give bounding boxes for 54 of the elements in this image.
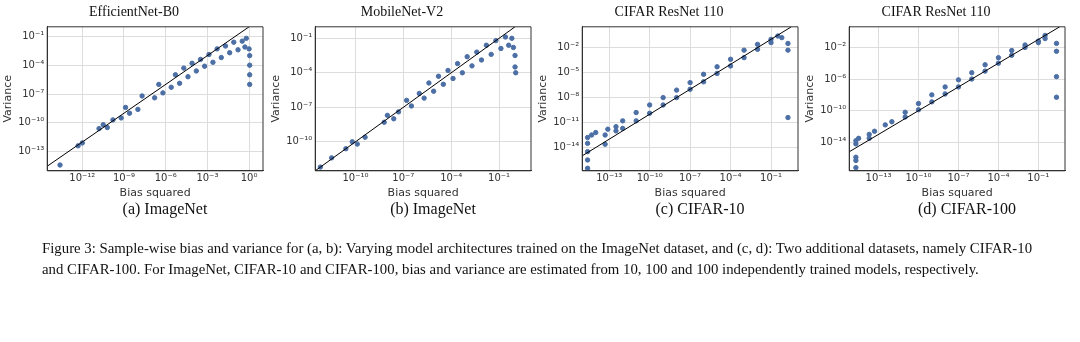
x-tick-label: 10⁻¹ — [760, 172, 783, 184]
text: (b) ImageNet — [389, 200, 477, 218]
x-tick-label: 10⁻⁴ — [440, 172, 463, 184]
y-tick-label: 10⁻⁴ — [22, 58, 45, 70]
text: (a) ImageNet — [121, 200, 209, 218]
x-axis-title: Bias squared — [387, 186, 459, 200]
chart-title: CIFAR ResNet 110 — [614, 4, 724, 20]
y-tick-label: 10⁻² — [824, 40, 847, 52]
x-tick-label: 10⁻¹³ — [596, 172, 623, 184]
text: (d) CIFAR-100 — [917, 200, 1017, 218]
y-tick-label: 10⁻¹ — [290, 31, 313, 43]
x-tick-label: 10⁻⁶ — [154, 172, 177, 184]
y-tick-label: 10⁻⁵ — [557, 66, 580, 78]
y-tick-label: 10⁻⁶ — [824, 72, 847, 84]
x-tick-label: 10⁻¹² — [69, 172, 96, 184]
y-tick-label: 10⁻¹ — [22, 29, 45, 41]
x-tick-label: 10⁻¹ — [1027, 172, 1050, 184]
y-tick-label: 10⁻² — [557, 41, 580, 53]
x-tick-label: 10⁻¹⁰ — [342, 172, 369, 184]
y-tick-label: 10⁻⁷ — [290, 100, 313, 112]
y-tick-label: 10⁻¹⁴ — [553, 141, 580, 153]
y-axis-title: Variance — [269, 74, 283, 123]
x-tick-label: 10⁻⁴ — [719, 172, 742, 184]
y-axis-title: Variance — [536, 74, 550, 123]
y-tick-label: 10⁻¹⁰ — [820, 104, 847, 116]
caption: Figure 3: Sample-wise bias and variance for (a, b): Varying model architectures trained on the ImageNet dataset, and (c, d): Two additional datasets, namely CIFAR-10 and CIFAR-100. For ImageNet, CIFAR-10 and CIFAR-100, bias and variance are estimated from 10, 100 and 100 independently trained models, respectively. — [42, 239, 1034, 279]
y-tick-label: 10⁻⁷ — [22, 87, 45, 99]
y-tick-label: 10⁻¹⁰ — [286, 135, 313, 147]
x-tick-label: 10⁻¹ — [488, 172, 511, 184]
x-tick-label: 10⁻⁷ — [679, 172, 702, 184]
y-tick-label: 10⁻¹⁴ — [820, 135, 847, 147]
y-tick-label: 10⁻⁴ — [290, 66, 313, 78]
x-tick-label: 10⁻¹⁰ — [905, 172, 932, 184]
x-axis-title: Bias squared — [654, 186, 726, 200]
x-tick-label: 10⁻⁹ — [112, 172, 135, 184]
y-axis-title: Variance — [1, 74, 15, 123]
x-tick-label: 10⁰ — [240, 172, 258, 184]
x-tick-label: 10⁻⁴ — [987, 172, 1010, 184]
x-tick-label: 10⁻¹³ — [865, 172, 892, 184]
y-tick-label: 10⁻¹³ — [18, 145, 45, 157]
chart-title: EfficientNet-B0 — [89, 4, 179, 20]
chart-title: MobileNet-V2 — [360, 4, 444, 20]
x-axis-title: Bias squared — [119, 186, 191, 200]
x-tick-label: 10⁻³ — [196, 172, 219, 184]
x-tick-label: 10⁻⁷ — [392, 172, 415, 184]
y-axis-title: Variance — [803, 74, 817, 123]
x-axis-title: Bias squared — [921, 186, 993, 200]
y-tick-label: 10⁻¹¹ — [553, 116, 580, 128]
x-tick-label: 10⁻¹⁰ — [636, 172, 663, 184]
y-tick-label: 10⁻⁸ — [557, 91, 580, 103]
text: (c) CIFAR-10 — [654, 200, 746, 218]
chart-title: CIFAR ResNet 110 — [881, 4, 991, 20]
y-tick-label: 10⁻¹⁰ — [18, 116, 45, 128]
x-tick-label: 10⁻⁷ — [947, 172, 970, 184]
